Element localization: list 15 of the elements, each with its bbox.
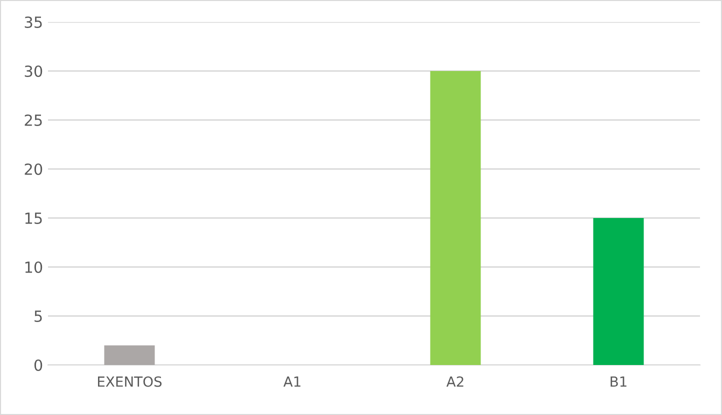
y-tick-label: 25: [24, 114, 42, 126]
bar: [593, 218, 644, 365]
y-tick-label: 15: [25, 212, 42, 224]
bar: [430, 71, 481, 365]
y-tick-label: 5: [34, 310, 42, 322]
y-tick-label: 30: [24, 65, 42, 78]
y-tick-label: 20: [24, 163, 42, 176]
bar: [104, 345, 155, 365]
x-tick-label: EXENTOS: [98, 376, 162, 387]
y-tick-label: 10: [25, 261, 42, 274]
x-tick-label: A1: [283, 376, 300, 387]
x-tick-label: B1: [610, 376, 626, 387]
y-tick-label: 0: [34, 359, 42, 372]
y-tick-label: 35: [24, 16, 42, 28]
x-tick-label: A2: [446, 376, 464, 387]
